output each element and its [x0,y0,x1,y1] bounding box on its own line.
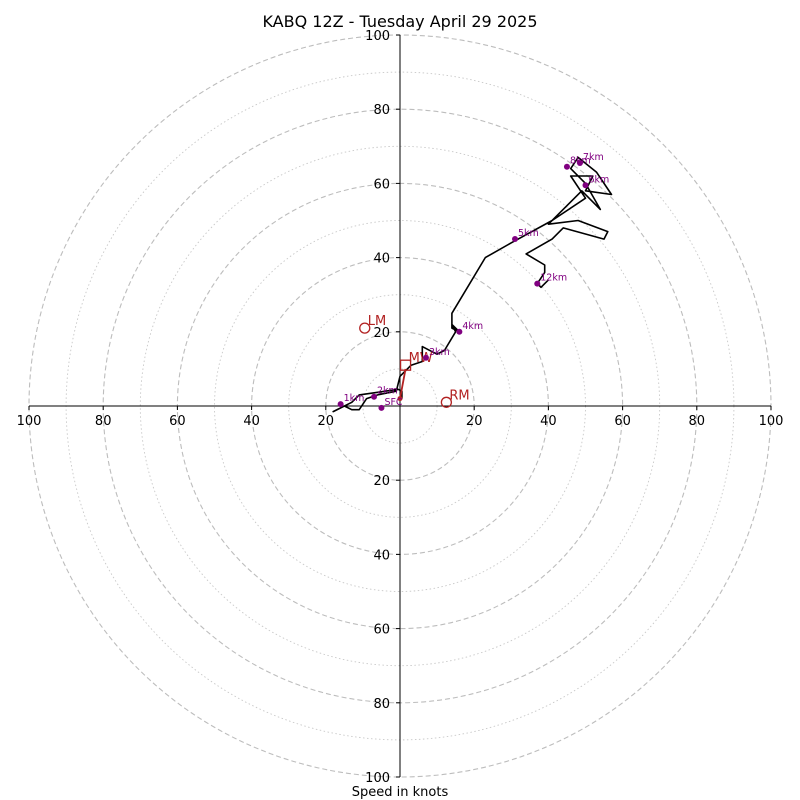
storm-vector-origin [397,396,403,402]
storm-motion-markers: RM LM MW [359,314,470,408]
level-label: SFC [384,397,402,408]
storm-motion-rm: RM [440,388,470,408]
level-label: 4km [462,321,483,332]
level-label: 1km [344,393,365,404]
storm-motion-label: LM [368,314,386,329]
level-7km: 7km [576,152,604,166]
level-8km: 8km [563,156,591,170]
x-tick-label: 80 [95,414,112,429]
storm-motion-square [399,359,412,371]
y-tick-label: 20 [373,326,390,341]
x-tick-label: 40 [540,414,557,429]
x-tick-label: 80 [689,414,706,429]
x-axis-label: Speed in knots [352,785,449,800]
x-tick-label: 60 [169,414,186,429]
y-tick-label: 100 [365,29,390,44]
storm-vector-line [399,368,407,399]
level-label: 8km [570,156,591,167]
level-1km: 1km [337,393,365,408]
level-marker [422,354,429,361]
axes [29,35,771,777]
y-tick-label: 60 [373,177,390,192]
y-tick-label: 20 [373,474,390,489]
level-marker [456,328,463,335]
level-label: 12km [540,273,567,284]
level-label: 2km [377,386,398,397]
y-tick-label: 40 [373,548,390,563]
chart-title: KABQ 12Z - Tuesday April 29 2025 [262,12,537,31]
x-tick-label: 20 [318,414,335,429]
level-4km: 4km [456,321,483,335]
axis-ticks: 100 80 60 40 20 20 40 60 80 100 100 80 60 40 20 20 40 60 8… [17,29,784,786]
storm-motion-vector [397,368,407,402]
y-tick-label: 60 [373,623,390,638]
level-marker [576,159,583,166]
y-tick-label: 40 [373,252,390,267]
x-tick-label: 40 [243,414,260,429]
storm-motion-circle [440,396,453,408]
level-label: 7km [583,152,604,163]
storm-motion-circle [359,322,371,334]
x-tick-label: 20 [466,414,483,429]
y-tick-label: 100 [365,771,390,786]
level-label: 5km [518,228,539,239]
storm-motion-label: RM [449,388,469,403]
y-tick-label: 80 [373,103,390,118]
storm-motion-mw: MW [399,351,433,371]
level-marker [378,404,385,411]
level-marker [563,163,570,170]
x-tick-label: 100 [17,414,42,429]
level-sfc: SFC [378,397,403,411]
level-3km: 3km [422,347,450,361]
level-12km: 12km [534,273,567,287]
level-5km: 5km [512,228,539,243]
x-tick-label: 60 [614,414,631,429]
level-marker [512,236,519,243]
level-marker [371,393,378,400]
level-6km: 6km [582,174,610,189]
storm-motion-lm: LM [359,314,386,334]
y-tick-label: 80 [373,697,390,712]
level-marker [337,401,344,408]
level-label: 3km [429,347,450,358]
level-marker [582,182,589,189]
level-label: 6km [589,174,610,185]
wind-trace-line [332,156,613,413]
x-tick-label: 100 [759,414,784,429]
level-marker [534,280,541,287]
level-2km: 2km [371,386,398,400]
